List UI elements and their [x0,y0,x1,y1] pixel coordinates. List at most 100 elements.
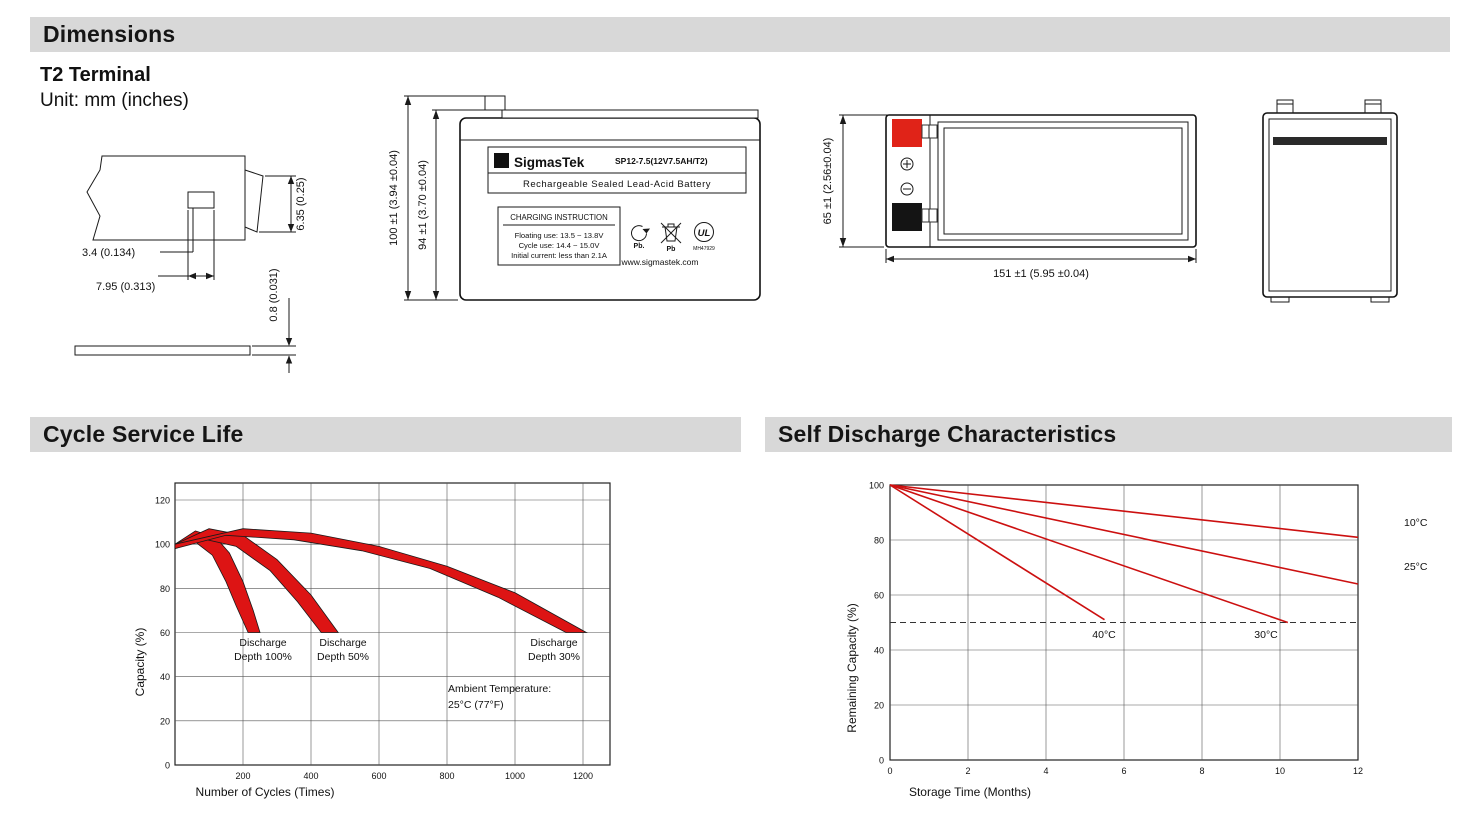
dim-case-height: 94 ±1 (3.70 ±0.04) [417,160,429,250]
end-foot-right [1370,296,1390,303]
x-axis-label: Number of Cycles (Times) [196,785,335,799]
side-inner-panel [937,121,1189,241]
svg-text:Depth 50%: Depth 50% [317,651,369,663]
line-40c [889,484,1105,621]
brand-name: SigmasTek [514,155,585,170]
dim-side-height: 65 ±1 (2.56±0.04) [822,138,834,225]
section-title-self-discharge: Self Discharge Characteristics [778,421,1117,447]
svg-text:60: 60 [874,591,884,601]
svg-text:6: 6 [1121,766,1126,776]
svg-text:20: 20 [160,716,170,726]
section-header-dimensions: Dimensions [30,17,1450,52]
svg-text:0: 0 [879,756,884,766]
svg-text:20: 20 [874,701,884,711]
terminal-tab-profile [244,169,264,233]
label-plate [487,146,747,194]
end-inner-panel [1268,118,1392,292]
charging-title: CHARGING INSTRUCTION [510,213,607,222]
website-text: www.sigmastek.com [621,257,699,267]
side-inner-panel-2 [943,127,1183,235]
discharge-bands [174,528,588,633]
x-tick-labels: 0 2 4 6 8 10 12 [887,766,1363,776]
end-vent-band [1273,137,1387,145]
battery-handle-strip [501,109,759,119]
svg-text:2: 2 [965,766,970,776]
svg-text:10°C: 10°C [1404,517,1428,529]
dim-terminal-thickness: 0.8 (0.031) [268,268,280,321]
negative-polarity-icon [900,182,914,196]
end-terminal-right [1364,99,1382,114]
negative-terminal-block [892,203,922,231]
charging-line-1: Floating use: 13.5 ~ 13.8V [515,231,605,240]
charging-line-3: Initial current: less than 2.1A [511,251,608,260]
section-title-dimensions: Dimensions [43,21,176,47]
band-depth-30 [174,528,588,633]
positive-terminal-block [892,119,922,147]
terminal-lid-outline [86,155,246,241]
svg-text:30°C: 30°C [1254,629,1278,641]
discharge-lines [889,484,1359,624]
t2-terminal-detail-drawing: 3.4 (0.134) 7.95 (0.313) 6.35 (0.25) 0.8… [74,155,307,373]
dim-terminal-width: 7.95 (0.313) [96,281,155,293]
dimension-arrows [839,115,1196,263]
dimension-arrows [188,176,295,364]
model-number: SP12-7.5(12V7.5AH/T2) [615,156,708,166]
battery-case-side [885,114,1197,248]
terminal-blade-side [74,345,251,356]
dim-terminal-height: 6.35 (0.25) [295,177,307,230]
y-axis-label: Capacity (%) [133,628,147,697]
svg-text:8: 8 [1199,766,1204,776]
svg-text:40°C: 40°C [1092,629,1116,641]
section-header-self-discharge: Self Discharge Characteristics [765,417,1452,452]
svg-text:40: 40 [874,646,884,656]
svg-text:120: 120 [155,496,170,506]
svg-text:Pb: Pb [667,246,676,253]
svg-text:Ambient Temperature:: Ambient Temperature: [448,683,551,695]
svg-text:UL: UL [698,228,711,239]
battery-side-view: 65 ±1 (2.56±0.04) 151 ±1 (5.95 ±0.04) [822,114,1197,280]
charging-line-2: Cycle use: 14.4 ~ 15.0V [519,241,601,250]
line-30c [889,484,1289,624]
line-10c [889,484,1359,539]
ul-mark-icon: UL MH47929 [693,222,715,252]
svg-text:Depth 30%: Depth 30% [528,651,580,663]
dim-overall-height: 100 ±1 (3.94 ±0.04) [388,150,400,246]
svg-text:80: 80 [160,584,170,594]
plot-area [174,482,611,766]
positive-polarity-icon [900,157,914,171]
y-tick-labels: 0 20 40 60 80 100 [869,481,884,766]
battery-end-view [1262,99,1398,303]
svg-text:Depth 100%: Depth 100% [234,651,292,663]
temperature-labels: 10°C 25°C 30°C 40°C [1092,517,1428,641]
section-title-cycle-life: Cycle Service Life [43,421,244,447]
svg-text:25°C: 25°C [1404,561,1428,573]
brand-logo-glyph: Σ [498,156,505,168]
dim-side-length: 151 ±1 (5.95 ±0.04) [993,268,1089,280]
self-discharge-chart: 0 20 40 60 80 100 0 2 4 6 8 10 12 10°C 2… [845,481,1428,800]
recycle-pb-icon: Pb. [631,225,650,250]
svg-text:25°C (77°F): 25°C (77°F) [448,699,504,711]
svg-text:800: 800 [439,771,454,781]
cycle-service-life-chart: 0 20 40 60 80 100 120 200 400 600 800 10… [133,482,611,799]
battery-handle-tab [484,95,506,111]
svg-text:0: 0 [165,761,170,771]
gridlines [175,483,610,765]
battery-case-end [1262,112,1398,298]
svg-text:600: 600 [371,771,386,781]
svg-text:80: 80 [874,536,884,546]
svg-text:Discharge: Discharge [239,637,286,649]
y-axis-label: Remaining Capacity (%) [845,603,859,732]
charging-instruction-box [497,206,621,266]
svg-text:Pb.: Pb. [634,243,645,250]
dimension-arrows [404,96,440,300]
x-tick-labels: 200 400 600 800 1000 1200 [235,771,593,781]
svg-text:10: 10 [1275,766,1285,776]
unit-note: Unit: mm (inches) [40,90,189,111]
section-header-cycle-life: Cycle Service Life [30,417,741,452]
crossed-bin-pb-icon: Pb [660,222,682,253]
svg-text:400: 400 [303,771,318,781]
svg-text:4: 4 [1043,766,1048,776]
brand-logo-icon [494,153,509,168]
svg-text:12: 12 [1353,766,1363,776]
y-tick-labels: 0 20 40 60 80 100 120 [155,496,170,771]
